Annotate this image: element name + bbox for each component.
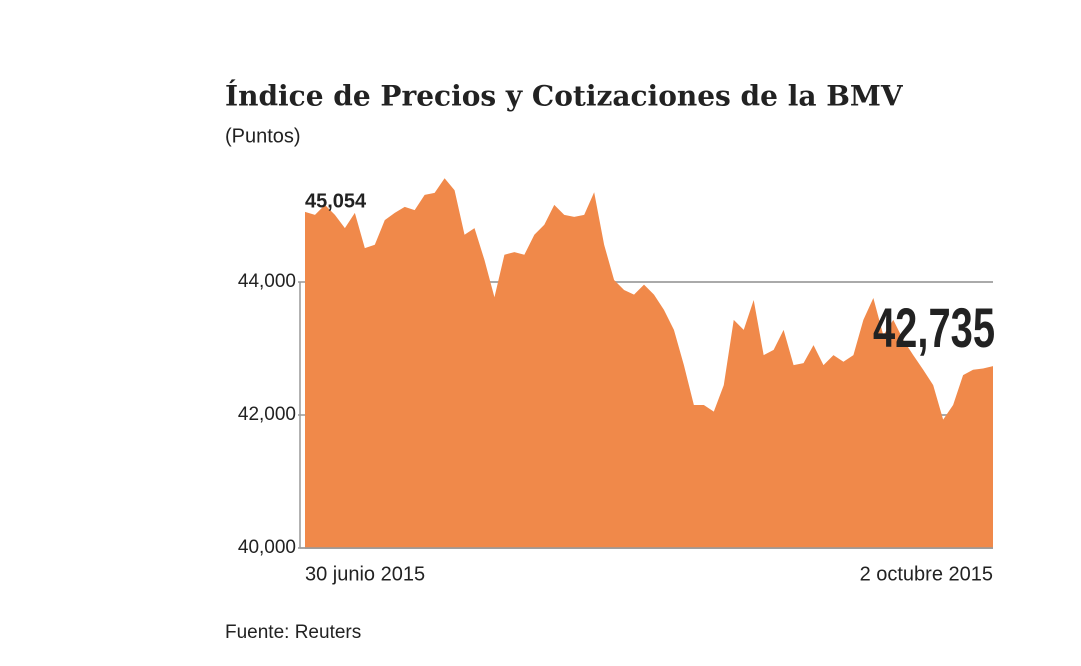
chart-subtitle: (Puntos) [225, 125, 301, 147]
value-label: 45,054 [305, 190, 367, 212]
y-tick-label: 44,000 [238, 271, 296, 292]
y-tick-label: 40,000 [238, 537, 296, 558]
chart-title: Índice de Precios y Cotizaciones de la B… [225, 80, 904, 113]
area [305, 178, 993, 548]
x-tick-label: 30 junio 2015 [305, 563, 425, 585]
value-label: 42,735 [873, 296, 995, 359]
x-tick-label: 2 octubre 2015 [860, 563, 993, 585]
y-tick-label: 42,000 [238, 404, 296, 425]
source-note: Fuente: Reuters [225, 622, 361, 643]
